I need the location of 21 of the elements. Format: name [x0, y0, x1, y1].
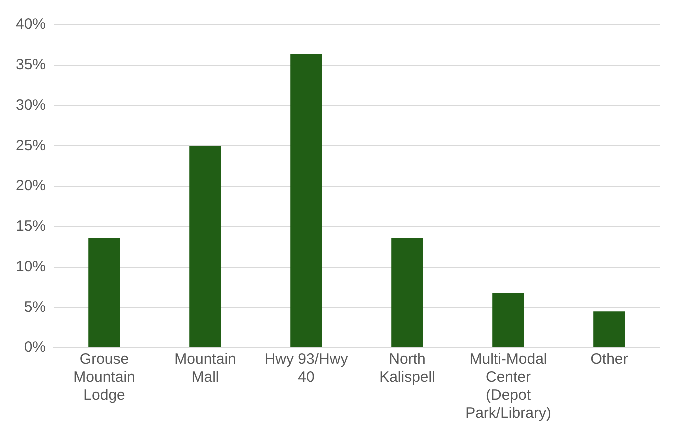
y-tick-label: 0% — [24, 339, 46, 356]
y-tick-label: 15% — [16, 218, 46, 236]
x-tick-label: North Kalispell — [380, 351, 436, 386]
y-tick-label: 35% — [16, 56, 46, 74]
x-tick-label: Multi-Modal Center (Depot Park/Library) — [466, 351, 552, 422]
y-tick-label: 25% — [16, 137, 46, 154]
y-tick-label: 20% — [16, 178, 46, 195]
y-tick-label: 40% — [16, 16, 46, 34]
y-tick-label: 5% — [24, 298, 46, 316]
bar — [492, 293, 524, 348]
x-tick-label: Grouse Mountain Lodge — [74, 351, 136, 404]
bar — [392, 238, 424, 348]
bar — [88, 238, 120, 348]
y-tick-label: 30% — [16, 96, 46, 114]
y-tick-label: 10% — [16, 258, 46, 276]
bar — [190, 146, 222, 348]
x-tick-label: Other — [590, 351, 628, 368]
bar — [290, 54, 322, 348]
bar — [594, 312, 626, 348]
x-tick-label: Hwy 93/Hwy 40 — [264, 351, 349, 386]
x-tick-label: Mountain Mall — [174, 351, 236, 386]
